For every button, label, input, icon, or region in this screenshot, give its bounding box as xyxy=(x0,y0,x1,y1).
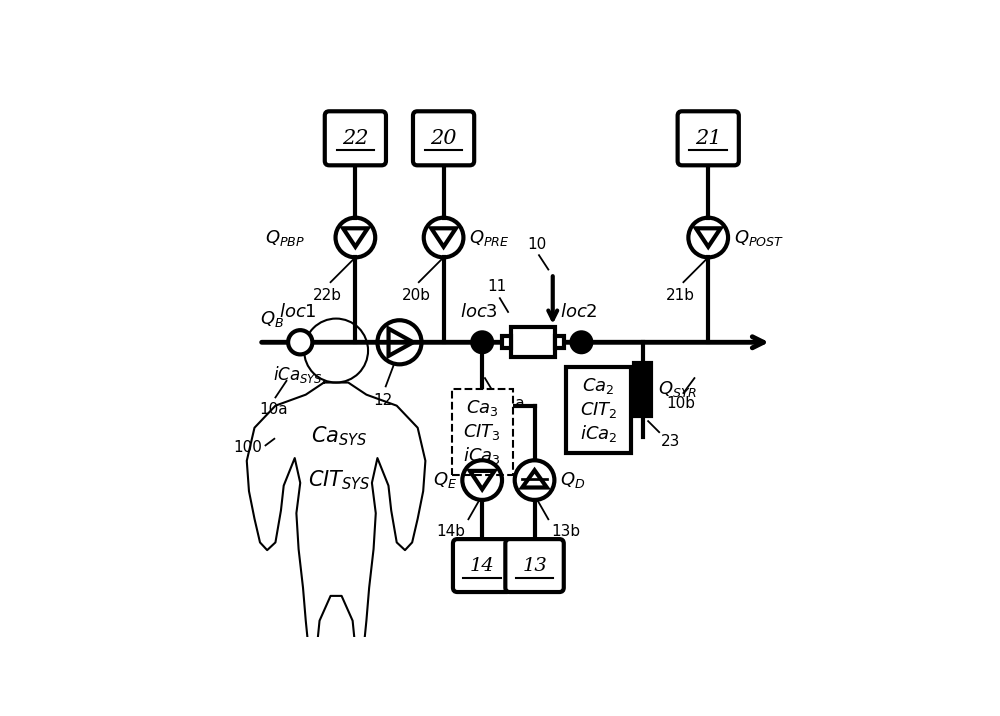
Text: 14b: 14b xyxy=(437,523,466,538)
Text: $Ca_2$: $Ca_2$ xyxy=(582,376,615,396)
Text: $Q_{PRE}$: $Q_{PRE}$ xyxy=(469,228,509,248)
Text: $CIT_2$: $CIT_2$ xyxy=(580,400,617,420)
Text: 22b: 22b xyxy=(313,288,342,303)
Text: $iCa_2$: $iCa_2$ xyxy=(580,423,617,444)
Text: $Q_{PBP}$: $Q_{PBP}$ xyxy=(265,228,305,248)
FancyBboxPatch shape xyxy=(413,111,474,165)
Text: $Ca_{SYS}$: $Ca_{SYS}$ xyxy=(311,424,367,448)
FancyBboxPatch shape xyxy=(505,539,564,592)
Text: 100: 100 xyxy=(233,440,262,455)
Text: 10b: 10b xyxy=(666,397,695,411)
Text: $CIT_3$: $CIT_3$ xyxy=(463,422,501,442)
Text: 20b: 20b xyxy=(402,288,431,303)
FancyBboxPatch shape xyxy=(634,363,651,415)
Text: 11: 11 xyxy=(487,279,507,294)
Text: 14: 14 xyxy=(470,556,495,574)
Circle shape xyxy=(472,332,492,352)
Text: $Q_E$: $Q_E$ xyxy=(433,470,457,490)
Text: 13b: 13b xyxy=(551,523,580,538)
FancyBboxPatch shape xyxy=(452,390,512,475)
FancyBboxPatch shape xyxy=(325,111,386,165)
Text: 21b: 21b xyxy=(666,288,695,303)
Text: 20: 20 xyxy=(430,129,457,147)
Text: $CIT_{SYS}$: $CIT_{SYS}$ xyxy=(308,468,370,492)
Text: 11a: 11a xyxy=(496,396,525,411)
Circle shape xyxy=(571,332,591,352)
Text: $Q_{SYR}$: $Q_{SYR}$ xyxy=(658,379,697,400)
FancyBboxPatch shape xyxy=(453,539,511,592)
Text: 10: 10 xyxy=(528,237,547,252)
Text: $iCa_3$: $iCa_3$ xyxy=(463,445,501,466)
Text: $iCa_{SYS}$: $iCa_{SYS}$ xyxy=(273,364,322,385)
FancyBboxPatch shape xyxy=(502,337,511,349)
FancyBboxPatch shape xyxy=(566,367,631,453)
Text: 23: 23 xyxy=(661,434,680,449)
Text: $Q_D$: $Q_D$ xyxy=(560,470,585,490)
Text: $loc1$: $loc1$ xyxy=(279,304,316,321)
FancyBboxPatch shape xyxy=(555,337,564,349)
Text: $loc2$: $loc2$ xyxy=(560,304,597,321)
Circle shape xyxy=(288,330,312,354)
Text: 22: 22 xyxy=(342,129,369,147)
Text: 21: 21 xyxy=(695,129,721,147)
Text: $loc3$: $loc3$ xyxy=(460,304,498,321)
Text: 10a: 10a xyxy=(259,402,288,417)
FancyBboxPatch shape xyxy=(678,111,739,165)
Text: 13: 13 xyxy=(522,556,547,574)
Text: $Q_{POST}$: $Q_{POST}$ xyxy=(734,228,784,248)
Text: 12: 12 xyxy=(373,393,393,408)
FancyBboxPatch shape xyxy=(511,327,555,357)
Text: $Ca_3$: $Ca_3$ xyxy=(466,398,498,418)
Text: $Q_B$: $Q_B$ xyxy=(260,309,284,329)
